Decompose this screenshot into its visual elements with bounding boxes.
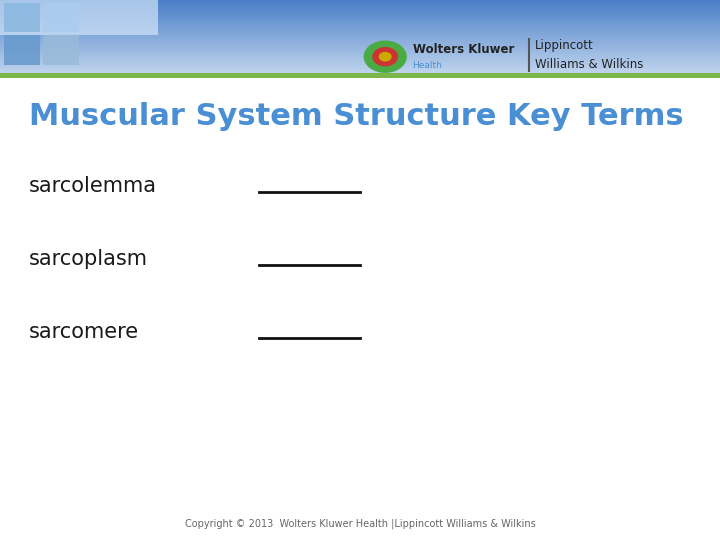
Bar	[0, 25, 720, 26]
Bar	[0, 21, 720, 22]
Bar	[0, 63, 720, 64]
Text: Muscular System Structure Key Terms: Muscular System Structure Key Terms	[29, 102, 683, 131]
Bar	[0, 73, 720, 75]
Bar	[0, 53, 720, 54]
Bar	[0, 26, 720, 28]
Bar	[0, 28, 720, 29]
Bar	[0, 65, 720, 66]
Bar	[0, 54, 720, 55]
Bar	[0, 64, 720, 65]
Bar	[0, 49, 720, 50]
Bar	[0, 59, 720, 60]
Bar	[0, 57, 720, 58]
Bar	[4, 35, 40, 65]
Text: Health: Health	[413, 62, 442, 70]
Text: Lippincott
Williams & Wilkins: Lippincott Williams & Wilkins	[535, 39, 644, 71]
Bar	[0, 33, 720, 34]
Bar	[0, 52, 720, 53]
Bar	[43, 3, 79, 32]
Bar	[0, 60, 720, 62]
Bar	[0, 14, 720, 15]
Bar	[4, 3, 40, 32]
Text: Copyright © 2013  Wolters Kluwer Health |Lippincott Williams & Wilkins: Copyright © 2013 Wolters Kluwer Health |…	[184, 518, 536, 529]
Bar	[0, 11, 720, 12]
Circle shape	[372, 47, 398, 66]
Bar	[0, 72, 720, 73]
Bar	[0, 69, 720, 70]
Bar	[0, 58, 720, 59]
Bar	[0, 6, 720, 7]
Bar	[0, 15, 720, 16]
Text: sarcolemma: sarcolemma	[29, 176, 157, 197]
Bar	[0, 4, 720, 5]
Bar	[0, 34, 720, 35]
Text: Wolters Kluwer: Wolters Kluwer	[413, 43, 514, 56]
Bar	[0, 24, 720, 25]
Text: sarcomere: sarcomere	[29, 322, 139, 342]
Bar	[0, 19, 720, 21]
Bar	[0, 55, 720, 56]
Bar	[0, 16, 720, 17]
Bar	[0, 12, 720, 13]
Bar	[0, 3, 720, 4]
Bar	[0, 77, 720, 78]
Bar	[0, 45, 720, 46]
Bar	[0, 62, 720, 63]
Bar	[0, 44, 720, 45]
Bar	[0, 0, 720, 1]
Bar	[0, 22, 720, 23]
Bar	[43, 35, 79, 65]
Bar	[0, 50, 720, 51]
Bar	[0, 37, 720, 38]
Bar	[0, 46, 720, 47]
Bar	[0, 23, 720, 24]
Bar	[0, 42, 720, 43]
Text: sarcoplasm: sarcoplasm	[29, 249, 148, 269]
Bar	[0, 68, 720, 69]
Bar	[0, 56, 720, 57]
Bar	[0, 40, 720, 41]
Bar	[0, 70, 720, 71]
Bar	[0, 36, 720, 37]
Bar	[0, 17, 720, 18]
Circle shape	[364, 40, 407, 73]
Bar	[0, 41, 720, 42]
Bar	[0, 43, 720, 44]
Bar	[0, 48, 720, 49]
Bar	[0, 47, 720, 48]
Bar	[0, 76, 720, 77]
Bar	[0, 2, 720, 3]
Bar	[0, 7, 720, 8]
Bar	[0, 31, 720, 32]
Bar	[0, 10, 720, 11]
Bar	[0, 51, 720, 52]
Bar	[0, 71, 720, 72]
Bar	[0, 0, 158, 35]
Circle shape	[379, 52, 392, 62]
Bar	[0, 32, 720, 33]
Bar	[0, 35, 720, 36]
Bar	[0, 38, 720, 39]
Bar	[0, 8, 720, 9]
Bar	[0, 75, 720, 76]
Bar	[0, 13, 720, 14]
Bar	[0, 1, 720, 2]
Bar	[0, 29, 720, 30]
Bar	[0, 5, 720, 6]
Bar	[0, 66, 720, 68]
Bar	[0, 30, 720, 31]
Bar	[0, 39, 720, 40]
Bar	[0, 18, 720, 19]
Bar	[0, 73, 720, 78]
Bar	[0, 9, 720, 10]
